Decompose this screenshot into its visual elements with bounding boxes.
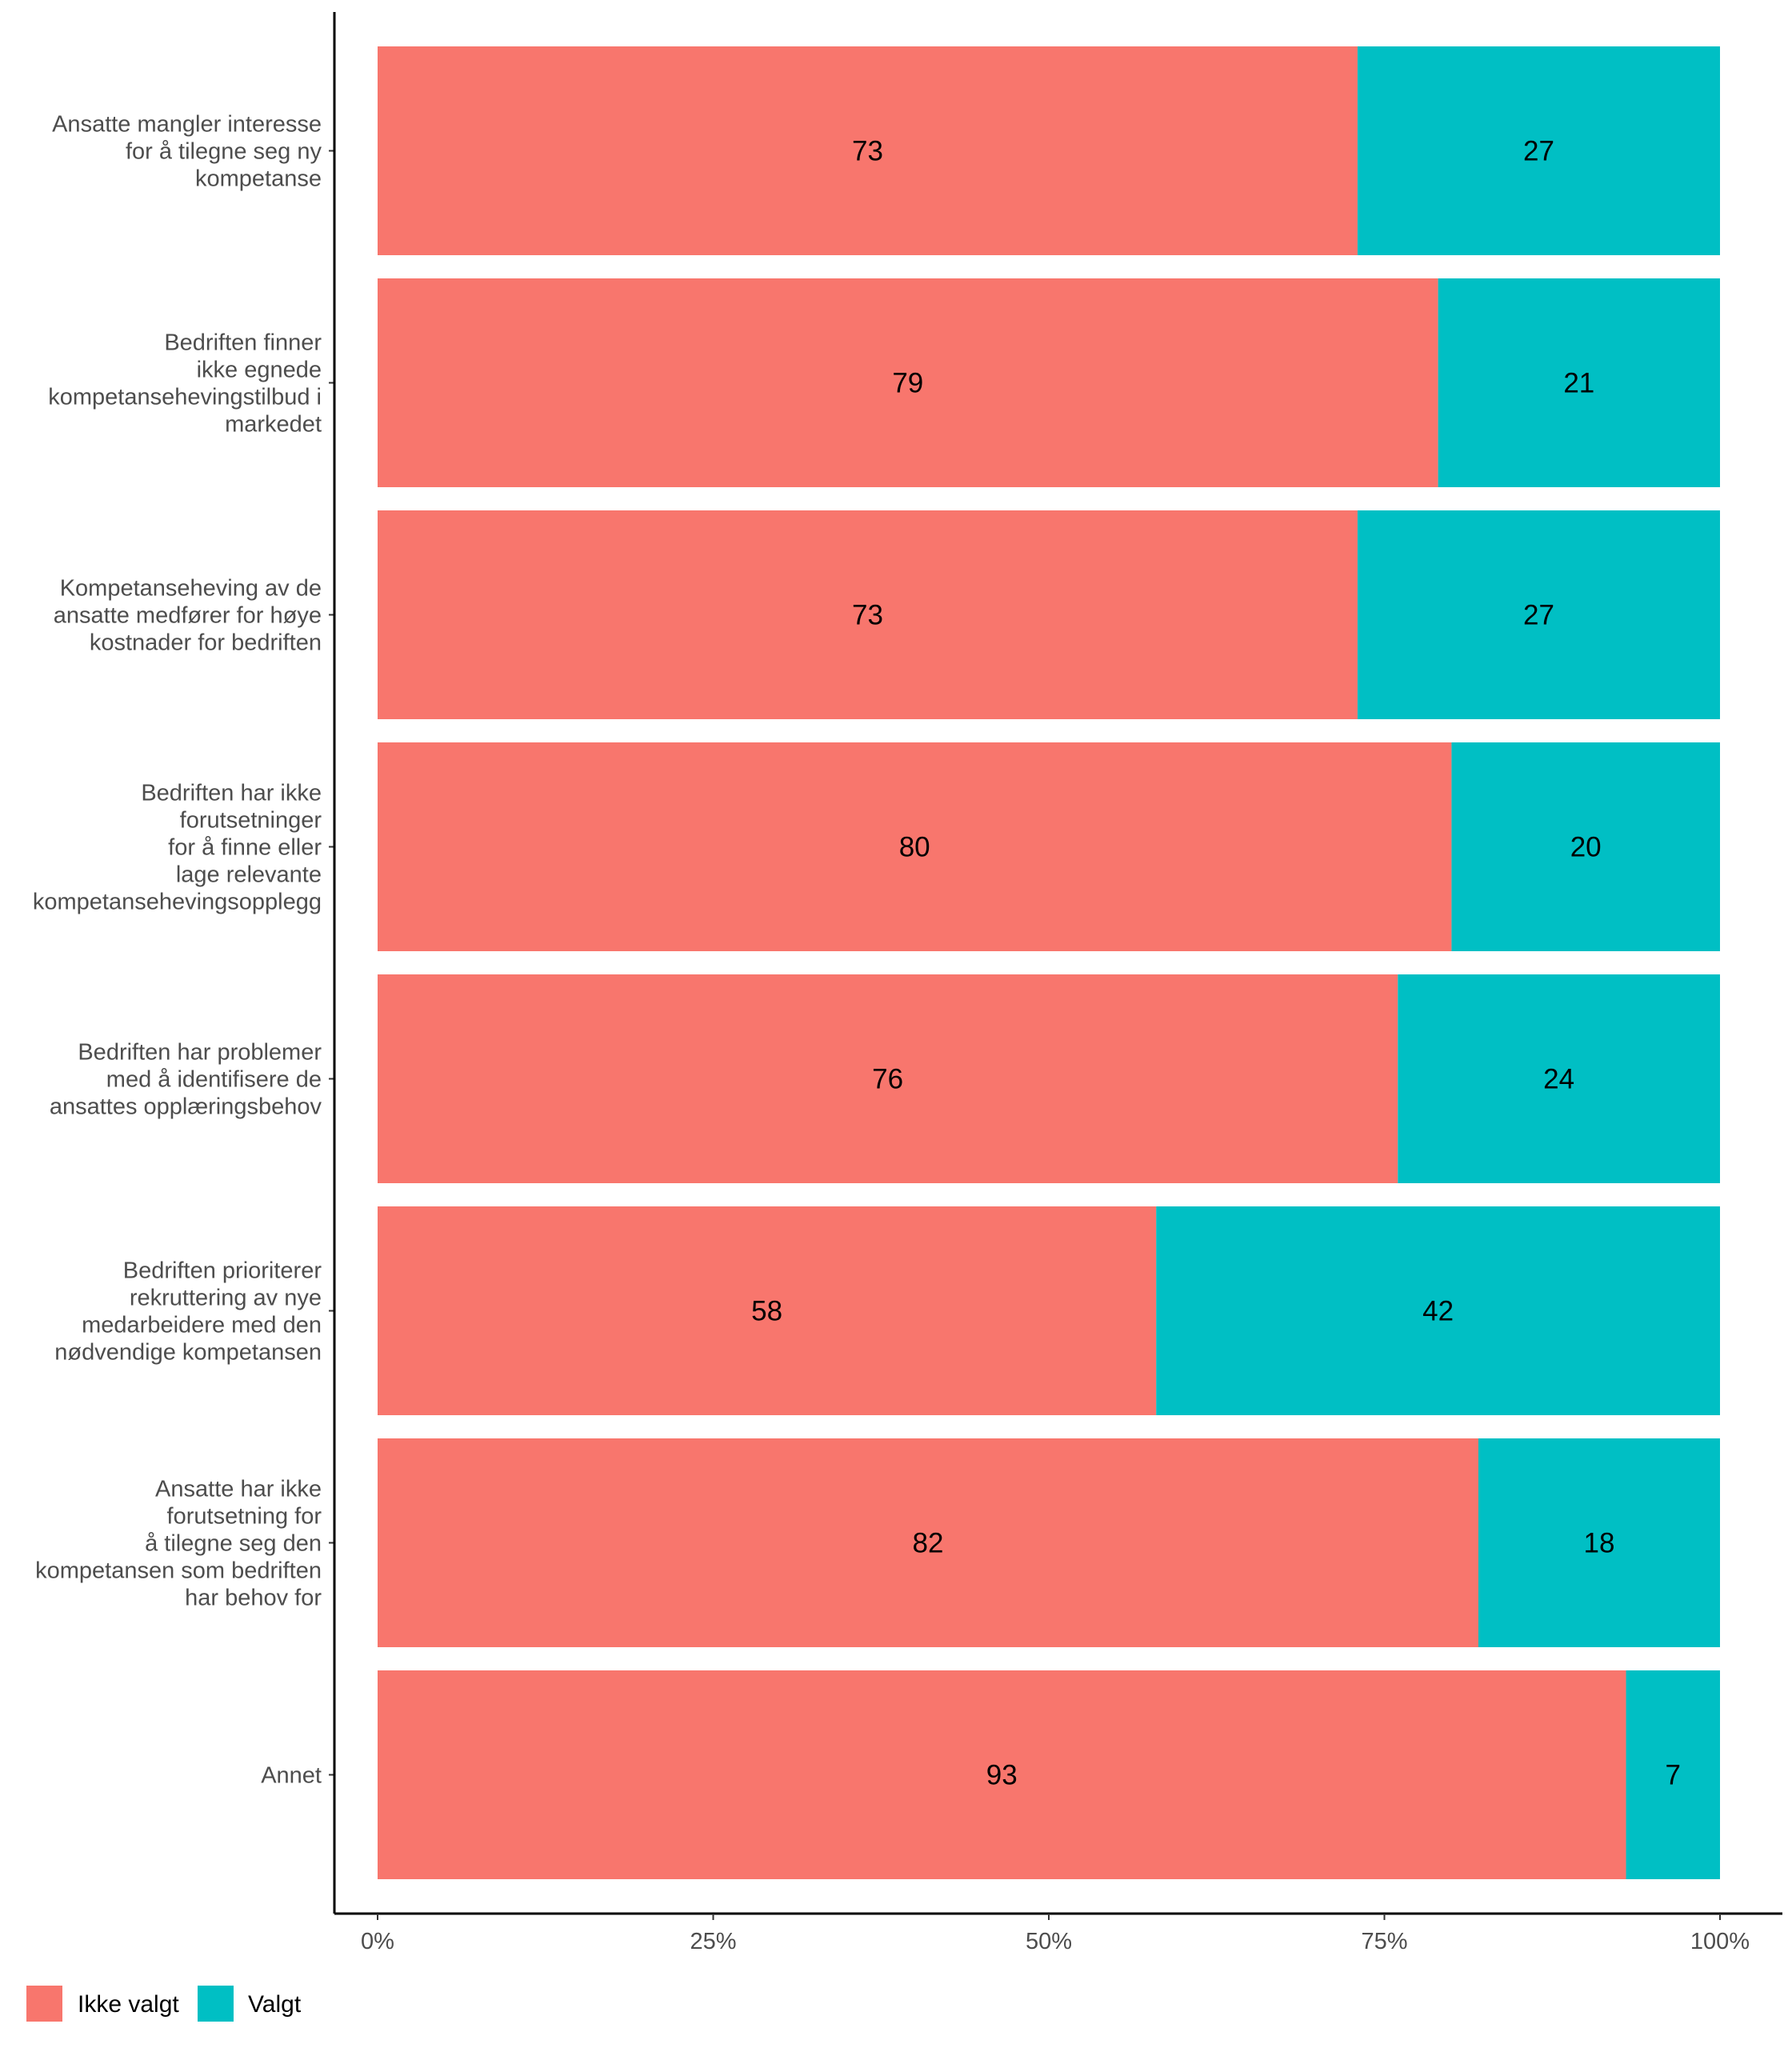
value-label-valgt-5: 24 (1543, 1064, 1574, 1095)
category-label-line: ansattes opplæringsbehov (50, 1094, 322, 1120)
value-label-ikke-valgt-2: 79 (892, 368, 923, 399)
category-label-3: Kompetanseheving av de ansatte medfører f… (54, 576, 322, 656)
category-label-4: Bedriften har ikke forutsetninger for å fi… (33, 781, 322, 915)
value-label-valgt-7: 18 (1584, 1528, 1615, 1559)
bar-segment-valgt-8 (1626, 1670, 1720, 1879)
legend-swatch-ikke-valgt (26, 1986, 62, 2022)
category-label-7: Ansatte har ikke forutsetning for å tilegn… (35, 1477, 322, 1611)
category-label-line: rekruttering av nye (130, 1286, 322, 1311)
value-label-ikke-valgt-3: 73 (852, 600, 883, 631)
category-label-line: Bedriften prioriterer (123, 1258, 322, 1284)
x-tick-label: 75% (1361, 1929, 1407, 1954)
value-label-valgt-2: 21 (1563, 368, 1594, 399)
category-label-line: kompetansen som bedriften (35, 1558, 322, 1584)
value-label-ikke-valgt-6: 58 (751, 1296, 782, 1327)
category-label-line: ansatte medfører for høye (54, 603, 322, 629)
category-label-line: Ansatte mangler interesse (52, 112, 322, 138)
bar-segment-valgt-3 (1357, 510, 1720, 719)
value-label-valgt-8: 7 (1666, 1760, 1681, 1791)
value-label-ikke-valgt-8: 93 (986, 1760, 1018, 1791)
bar-segment-ikke-valgt-1 (378, 46, 1358, 255)
bar-segment-ikke-valgt-4 (378, 742, 1452, 951)
value-label-valgt-3: 27 (1523, 600, 1554, 631)
category-label-8: Annet (261, 1763, 322, 1789)
legend: Ikke valgt Valgt (26, 1986, 302, 2022)
value-label-ikke-valgt-5: 76 (872, 1064, 903, 1095)
category-label-line: Bedriften har problemer (78, 1040, 322, 1066)
category-label-line: medarbeidere med den (82, 1313, 322, 1338)
x-tick-label: 25% (690, 1929, 736, 1954)
bar-segment-ikke-valgt-5 (378, 974, 1398, 1183)
value-label-ikke-valgt-1: 73 (852, 136, 883, 167)
category-label-line: kompetansehevingstilbud i (48, 385, 322, 410)
bar-segment-valgt-1 (1357, 46, 1720, 255)
category-label-line: Bedriften har ikke (141, 781, 322, 806)
bars-layer (378, 46, 1720, 1879)
category-label-1: Ansatte mangler interesse for å tilegne s… (52, 112, 322, 192)
bar-segment-ikke-valgt-3 (378, 510, 1358, 719)
legend-label-valgt: Valgt (248, 1991, 302, 2018)
category-label-line: Kompetanseheving av de (60, 576, 322, 602)
category-label-line: for å finne eller (168, 835, 322, 861)
x-tick-label: 50% (1026, 1929, 1072, 1954)
bar-segment-ikke-valgt-7 (378, 1438, 1478, 1647)
value-label-ikke-valgt-7: 82 (913, 1528, 944, 1559)
x-tick-label: 0% (361, 1929, 394, 1954)
category-label-line: å tilegne seg den (145, 1531, 322, 1557)
value-label-ikke-valgt-4: 80 (899, 832, 930, 863)
category-label-line: markedet (225, 412, 322, 438)
category-label-line: har behov for (185, 1586, 322, 1611)
bar-segment-valgt-2 (1438, 278, 1720, 487)
category-label-line: kompetanse (195, 166, 322, 192)
bar-segment-valgt-5 (1398, 974, 1720, 1183)
x-tick-label: 100% (1690, 1929, 1750, 1954)
category-label-line: for å tilegne seg ny (126, 139, 322, 165)
value-label-valgt-6: 42 (1422, 1296, 1454, 1327)
bar-segment-valgt-6 (1156, 1206, 1720, 1415)
category-label-line: ikke egnede (197, 358, 322, 383)
bar-segment-ikke-valgt-2 (378, 278, 1438, 487)
x-axis: 0% 25% 50% 75% 100% (334, 1912, 1782, 1954)
category-label-6: Bedriften prioriterer rekruttering av nye… (54, 1258, 322, 1366)
bar-segment-valgt-4 (1451, 742, 1720, 951)
value-label-valgt-1: 27 (1523, 136, 1554, 167)
value-label-valgt-4: 20 (1570, 832, 1602, 863)
category-label-line: Bedriften finner (164, 330, 322, 356)
category-label-line: med å identifisere de (106, 1067, 322, 1093)
value-labels-layer: 73 27 79 21 73 27 80 20 76 24 58 42 82 18 93 7 (751, 136, 1681, 1791)
category-label-line: forutsetninger (180, 808, 322, 834)
legend-swatch-valgt (198, 1986, 234, 2022)
category-label-line: Annet (261, 1763, 322, 1789)
bar-segment-ikke-valgt-8 (378, 1670, 1626, 1879)
category-label-5: Bedriften har problemer med å identifiser… (50, 1040, 322, 1120)
bar-segment-valgt-7 (1478, 1438, 1720, 1647)
category-label-line: kompetansehevingsopplegg (33, 890, 322, 915)
category-label-line: lage relevante (176, 862, 322, 888)
category-label-line: forutsetning for (167, 1504, 322, 1530)
y-axis: Ansatte mangler interesse for å tilegne s… (33, 12, 336, 1914)
category-label-line: nødvendige kompetansen (54, 1340, 322, 1366)
category-label-line: kostnader for bedriften (90, 630, 322, 656)
category-label-line: Ansatte har ikke (155, 1477, 322, 1502)
category-label-2: Bedriften finner ikke egnede kompetansehev… (48, 330, 322, 438)
legend-label-ikke-valgt: Ikke valgt (78, 1991, 179, 2018)
bar-segment-ikke-valgt-6 (378, 1206, 1157, 1415)
